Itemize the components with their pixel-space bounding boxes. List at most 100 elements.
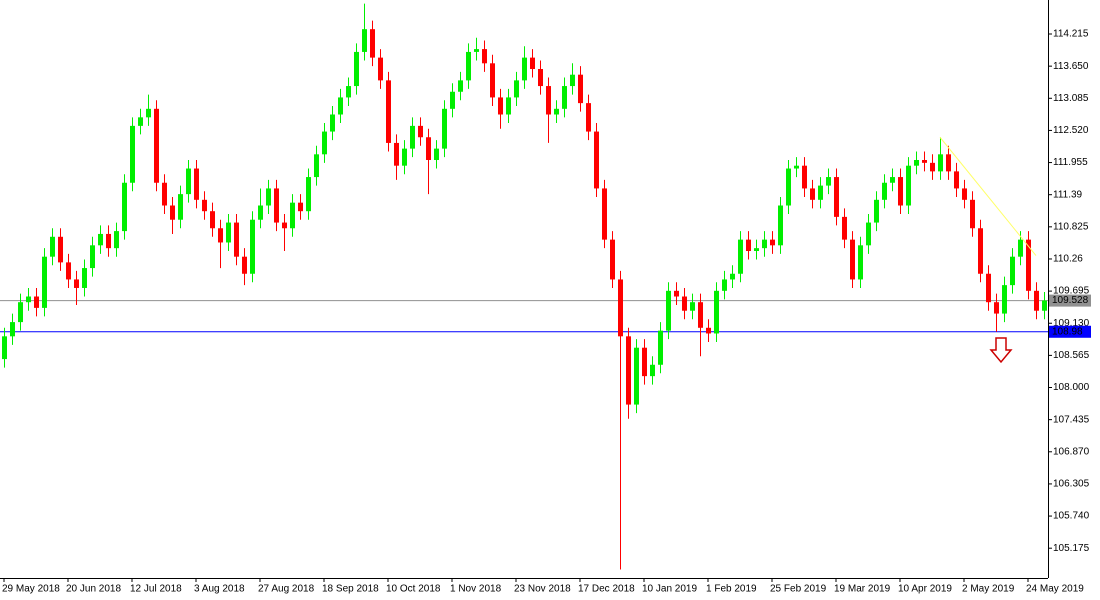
- candle-body: [282, 222, 287, 229]
- candle-body: [50, 236, 55, 257]
- candle-body: [378, 57, 383, 81]
- x-tick-label: 12 Jul 2018: [130, 584, 182, 595]
- y-tick-label: 111.39: [1053, 189, 1083, 200]
- candle-body: [810, 188, 815, 200]
- y-tick-label: 114.215: [1053, 29, 1089, 40]
- candle-body: [274, 188, 279, 223]
- candle-body: [922, 159, 927, 163]
- y-tick-label: 109.695: [1053, 286, 1090, 297]
- x-tick-label: 1 Nov 2018: [450, 584, 502, 595]
- candle-body: [314, 154, 319, 178]
- candle-body: [98, 233, 103, 246]
- x-tick-label: 10 Apr 2019: [898, 584, 952, 595]
- y-tick-label: 111.955: [1053, 157, 1088, 168]
- y-tick-label: 110.825: [1053, 221, 1089, 232]
- candle-body: [122, 182, 127, 232]
- candle-body: [1018, 239, 1023, 257]
- candle-body: [82, 268, 87, 288]
- candle-body: [850, 239, 855, 280]
- x-tick-label: 24 May 2019: [1026, 584, 1084, 595]
- candle-body: [10, 322, 15, 337]
- candle-body: [498, 97, 503, 115]
- candle-body: [938, 154, 943, 172]
- candle-body: [218, 228, 223, 243]
- candle-body: [386, 80, 391, 143]
- down-arrow: [989, 337, 1013, 364]
- candle-body: [202, 199, 207, 212]
- candle-body: [570, 74, 575, 87]
- candle-body: [794, 165, 799, 169]
- candle-body: [42, 256, 47, 308]
- candle-body: [410, 125, 415, 149]
- y-tick-label: 105.740: [1053, 511, 1090, 522]
- candle-body: [514, 80, 519, 98]
- candle-body: [562, 86, 567, 109]
- x-tick-label: 27 Aug 2018: [258, 584, 315, 595]
- candle-body: [114, 231, 119, 249]
- x-tick-label: 29 May 2018: [2, 584, 60, 595]
- candle-body: [586, 103, 591, 132]
- candle-body: [490, 63, 495, 98]
- candle-body: [466, 51, 471, 81]
- price-level-tag: [1049, 294, 1091, 307]
- candle-body: [714, 290, 719, 334]
- candle-body: [178, 194, 183, 220]
- candle-body: [538, 68, 543, 87]
- candle-body: [618, 279, 623, 337]
- y-tick-label: 106.870: [1053, 446, 1090, 457]
- candle-body: [906, 165, 911, 206]
- candle-body: [666, 290, 671, 331]
- candle-body: [682, 296, 687, 311]
- candle-body: [858, 245, 863, 280]
- candle-body: [34, 296, 39, 308]
- candle-body: [130, 125, 135, 183]
- y-tick-label: 113.650: [1053, 61, 1089, 72]
- y-tick-label: 112.520: [1053, 125, 1089, 136]
- x-tick-label: 19 Mar 2019: [834, 584, 891, 595]
- candle-body: [546, 86, 551, 115]
- candle-body: [210, 211, 215, 229]
- candle-body: [554, 108, 559, 115]
- candle-body: [258, 205, 263, 220]
- candle-body: [2, 336, 7, 360]
- candle-body: [450, 91, 455, 109]
- candle-body: [770, 239, 775, 246]
- candle-body: [626, 336, 631, 405]
- candle-body: [962, 188, 967, 200]
- candle-body: [426, 137, 431, 160]
- x-tick-label: 1 Feb 2019: [706, 584, 757, 595]
- candle-body: [26, 296, 31, 303]
- x-tick-label: 23 Nov 2018: [514, 584, 571, 595]
- y-tick-label: 106.305: [1053, 479, 1090, 490]
- candle-body: [946, 154, 951, 172]
- candle-body: [930, 162, 935, 172]
- candle-body: [746, 239, 751, 252]
- candle-body: [866, 222, 871, 246]
- candle-body: [226, 222, 231, 243]
- y-tick-label: 107.435: [1053, 414, 1090, 425]
- candle-body: [66, 262, 71, 280]
- candle-body: [330, 114, 335, 132]
- trendline: [939, 136, 1037, 256]
- candle-body: [370, 29, 375, 58]
- candle-body: [194, 168, 199, 200]
- candle-body: [762, 239, 767, 249]
- x-tick-label: 17 Dec 2018: [578, 584, 635, 595]
- candle-body: [354, 51, 359, 87]
- candle-body: [802, 165, 807, 189]
- candle-body: [530, 57, 535, 69]
- candle-body: [18, 302, 23, 323]
- candle-body: [522, 57, 527, 81]
- y-tick-label: 109.130: [1053, 318, 1090, 329]
- y-tick-label: 105.175: [1053, 543, 1090, 554]
- candle-body: [458, 80, 463, 92]
- candle-body: [290, 202, 295, 229]
- candle-body: [602, 188, 607, 240]
- price-level-label: 109.528: [1052, 295, 1089, 306]
- candle-body: [978, 228, 983, 274]
- candle-body: [882, 182, 887, 200]
- candle-body: [778, 205, 783, 246]
- candle-body: [698, 302, 703, 328]
- candle-body: [658, 330, 663, 365]
